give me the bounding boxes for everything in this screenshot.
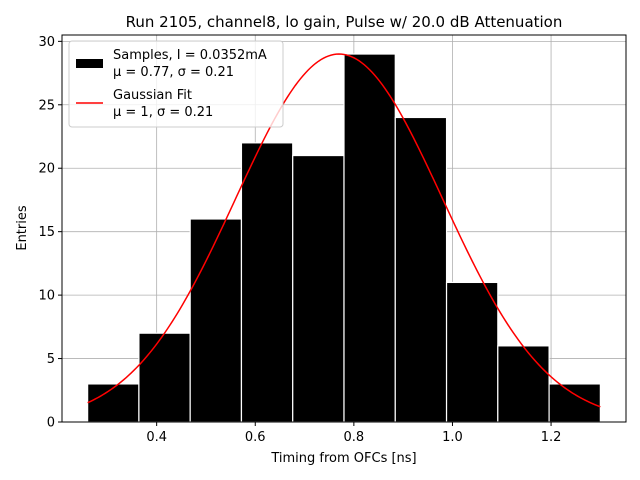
x-tick-label: 1.2 <box>541 430 562 445</box>
histogram-bar <box>138 332 191 423</box>
y-tick-label: 5 <box>47 352 55 367</box>
histogram-bars <box>87 53 601 423</box>
legend: Samples, I = 0.0352mA μ = 0.77, σ = 0.21… <box>68 40 284 128</box>
y-tick-label: 30 <box>38 35 55 50</box>
legend-label-fit: Gaussian Fit <box>113 88 192 103</box>
y-tick-label: 25 <box>38 98 55 113</box>
legend-stats-fit: μ = 1, σ = 0.21 <box>113 105 213 120</box>
x-tick-label: 0.4 <box>146 430 167 445</box>
histogram-bar <box>394 116 448 423</box>
histogram-bar <box>497 345 550 423</box>
x-axis-ticks: 0.4 0.6 0.8 1.0 1.2 <box>146 422 561 445</box>
legend-box <box>68 40 284 128</box>
histogram-bar <box>292 154 345 423</box>
x-axis-label: Timing from OFCs [ns] <box>270 451 416 466</box>
plot-frame <box>61 34 627 423</box>
fit-curve <box>87 53 601 408</box>
y-tick-label: 0 <box>47 416 55 431</box>
gaussian-fit <box>87 53 601 408</box>
x-tick-label: 1.0 <box>442 430 463 445</box>
histogram-bar <box>87 383 140 423</box>
legend-label-samples: Samples, I = 0.0352mA <box>113 48 267 63</box>
histogram-bar <box>189 218 243 423</box>
y-tick-label: 20 <box>38 162 55 177</box>
histogram-bar <box>240 142 294 423</box>
histogram-bar <box>343 53 396 423</box>
y-tick-label: 10 <box>38 289 55 304</box>
legend-stats-samples: μ = 0.77, σ = 0.21 <box>113 65 234 80</box>
histogram-bar <box>445 281 499 423</box>
y-axis-label: Entries <box>15 205 30 251</box>
chart-title: Run 2105, channel8, lo gain, Pulse w/ 20… <box>126 13 563 31</box>
legend-swatch-samples <box>76 59 103 68</box>
y-tick-label: 15 <box>38 225 55 240</box>
y-axis-ticks: 0 5 10 15 20 25 30 <box>38 35 62 431</box>
x-tick-label: 0.6 <box>245 430 266 445</box>
x-tick-label: 0.8 <box>344 430 365 445</box>
